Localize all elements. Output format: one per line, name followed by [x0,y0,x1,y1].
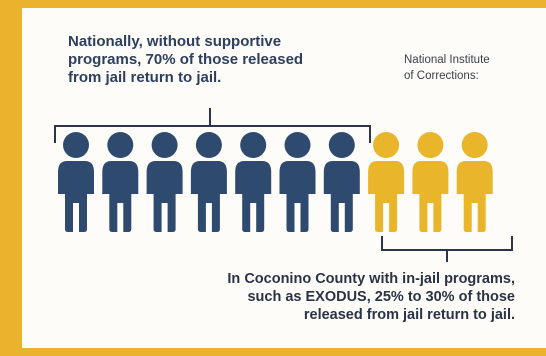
county-statistic-line-2: such as EXODUS, 25% to 30% of those [247,289,515,305]
person-icon-navy [323,132,360,232]
source-line-1: National Institute [404,54,490,66]
person-icon-navy [146,132,183,232]
person-icon-navy [58,132,94,232]
person-icon-gold [412,132,449,232]
national-statistic-line-2: programs, 70% of those released [68,51,304,68]
county-statistic-line-1: In Coconino County with in-jail programs… [227,271,515,287]
local-bracket [381,236,513,262]
county-statistic-line-3: released from jail return to jail. [303,307,515,323]
national-bracket [54,108,371,143]
person-icon-gold [368,132,405,232]
person-icon-navy [190,132,227,232]
source-citation: National Institute of Corrections: [404,52,490,84]
person-icon-gold [456,132,493,232]
person-icon-navy [279,132,316,232]
national-statistic-line-1: Nationally, without supportive [68,33,282,50]
person-icon-navy [235,132,272,232]
person-icon-navy [102,132,139,232]
source-line-2: of Corrections: [404,70,479,82]
county-statistic-text: In Coconino County with in-jail programs… [160,270,515,324]
national-statistic-line-3: from jail return to jail. [68,69,222,86]
national-statistic-text: Nationally, without supportive programs,… [68,33,368,87]
